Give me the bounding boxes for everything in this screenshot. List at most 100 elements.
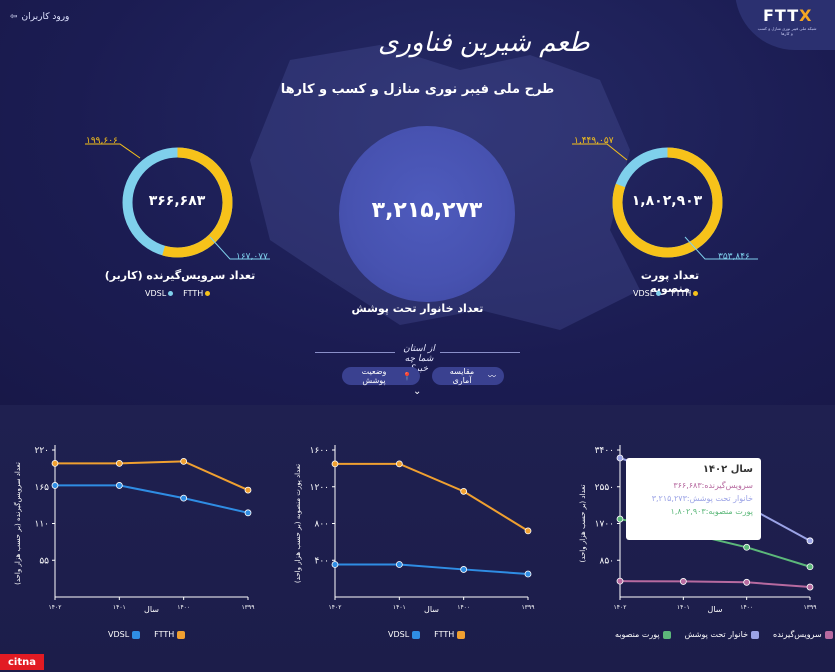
chart3-legend: سرویس‌گیرنده خانوار تحت پوشش پورت منصوبه: [615, 630, 833, 639]
chart2-x-tick-label: ۱۴۰۲: [329, 604, 342, 611]
subscribers-total: ۳۶۶,۶۸۳: [148, 193, 206, 209]
chart1-y-label: تعداد سرویس‌گیرنده (بر حسب هزار واحد): [13, 462, 22, 585]
chart2-y-tick-label: ۴۰۰: [314, 556, 329, 566]
coverage-status-button[interactable]: 📍 وضعیت پوشش: [342, 367, 420, 385]
chart1-series-line: [55, 484, 249, 514]
chart3-data-point: [743, 578, 751, 586]
chart3-data-point: [806, 537, 814, 545]
chart2-data-point: [524, 570, 532, 578]
chart1-legend-ftth[interactable]: FTTH: [154, 630, 186, 639]
chart3-data-point: [806, 563, 814, 571]
households-label: تعداد خانوار تحت پوشش: [351, 302, 484, 315]
citna-watermark: citna: [0, 654, 44, 670]
login-link[interactable]: ورود کاربران ⇦: [10, 12, 69, 22]
chart2-y-tick-label: ۸۰۰: [314, 520, 329, 530]
chart2-data-point: [524, 527, 532, 535]
chart2-y-tick-label: ۱۶۰۰: [310, 446, 329, 456]
tooltip-row-households: خانوار تحت پوشش:۳,۲۱۵,۲۷۳: [651, 494, 753, 503]
chart2-data-point: [395, 460, 403, 468]
subscribers-label: تعداد سرویس‌گیرنده (کاربر): [104, 269, 256, 282]
compare-stats-button[interactable]: 〰 مقایسه آماری: [432, 367, 504, 385]
tooltip-row-subscribers: سرویس‌گیرنده:۳۶۶,۶۸۳: [673, 481, 753, 490]
chart-tooltip: سال ۱۴۰۲ سرویس‌گیرنده:۳۶۶,۶۸۳ خانوار تحت…: [626, 458, 761, 540]
chart1-data-point: [180, 494, 188, 502]
ports-total: ۱,۸۰۲,۹۰۳: [631, 193, 703, 209]
households-circle: [339, 126, 515, 302]
legend-vdsl: VDSL: [145, 289, 174, 298]
chart2-data-point: [460, 487, 468, 495]
chart2-x-tick-label: ۱۴۰۰: [457, 604, 470, 611]
chart3-x-tick-label: ۱۴۰۱: [677, 604, 690, 611]
compare-label: مقایسه آماری: [449, 367, 475, 385]
chart2-legend-ftth[interactable]: FTTH: [434, 630, 466, 639]
chart1-y-tick-label: ۱۶۵: [34, 483, 49, 493]
chart3-x-label: سال: [708, 605, 723, 614]
chart3-y-tick-label: ۲۵۵۰: [595, 483, 614, 493]
chart1-data-point: [244, 509, 252, 517]
ports-legend: VDSL FTTH: [633, 289, 699, 298]
subscribers-vdsl-value: ۱۶۷,۰۷۷: [236, 252, 268, 262]
chart1-legend: FTTH VDSL: [108, 630, 186, 639]
chart3-legend-households[interactable]: خانوار تحت پوشش: [685, 630, 760, 639]
chart1-data-point: [51, 459, 59, 467]
chart3-legend-subscribers[interactable]: سرویس‌گیرنده: [773, 630, 833, 639]
chart2-x-tick-label: ۱۴۰۱: [393, 604, 406, 611]
subscribers-leader-lines: [85, 143, 141, 159]
chart1-data-point: [244, 486, 252, 494]
chart3-x-tick-label: ۱۴۰۲: [614, 604, 627, 611]
divider-left: [315, 352, 395, 353]
chart1-x-label: سال: [144, 605, 159, 614]
chart1-y-tick-label: ۲۲۰: [34, 446, 49, 456]
province-title: از استان شما چه خبر؟: [403, 344, 435, 374]
tooltip-title: سال ۱۴۰۲: [702, 464, 753, 475]
ports-vdsl-value: ۳۵۳,۸۴۶: [718, 252, 750, 262]
login-icon: ⇦: [10, 12, 18, 22]
chart2-y-tick-label: ۱۲۰۰: [310, 483, 329, 493]
chart3-y-tick-label: ۱۷۰۰: [595, 520, 614, 530]
chevron-down-icon[interactable]: ⌄: [413, 386, 422, 397]
fttx-logo-sub: شبکه ملی فیبر نوری منازل و کسب و کارها: [757, 26, 817, 36]
chart3-series-line: [619, 580, 811, 589]
charts-svg: ۵۵ ۱۱۰ ۱۶۵ ۲۲۰ ۱۴۰۲ ۱۴۰۱ ۱۴۰۰ ۱۳۹۹ سال تعداد سروی…: [13, 445, 816, 614]
chart2-legend-vdsl[interactable]: VDSL: [388, 630, 421, 639]
tooltip-row-ports: پورت منصوبه:۱,۸۰۲,۹۰۳: [670, 507, 753, 516]
chart2-x-label: سال: [424, 605, 439, 614]
chart2-data-point: [460, 566, 468, 573]
subscribers-legend: VDSL FTTH: [145, 289, 211, 298]
chart3-y-tick-label: ۸۵۰: [599, 556, 614, 566]
legend-ftth: FTTH: [183, 289, 211, 298]
fttx-logo-text: FTTX: [763, 6, 813, 25]
legend-ftth: FTTH: [671, 289, 699, 298]
subscribers-ring: [122, 147, 233, 258]
chart3-data-point: [806, 583, 814, 591]
chart1-data-point: [51, 482, 59, 489]
chart2-legend: FTTH VDSL: [388, 630, 466, 639]
chart1-x-tick-label: ۱۴۰۲: [49, 604, 62, 611]
login-label: ورود کاربران: [21, 12, 70, 22]
chart2-data-point: [331, 460, 339, 468]
chart1-legend-vdsl[interactable]: VDSL: [108, 630, 141, 639]
chart1-x-tick-label: ۱۳۹۹: [242, 604, 255, 611]
chart1-y-tick-label: ۵۵: [39, 556, 49, 566]
ports-ring: [612, 147, 723, 258]
chart3-x-tick-label: ۱۴۰۰: [740, 604, 753, 611]
chart2-series-line: [335, 462, 529, 532]
compare-icon: 〰: [488, 371, 496, 381]
chart2-y-label: تعداد پورت منصوبه (بر حسب هزار واحد): [294, 464, 302, 583]
chart3-data-point: [616, 454, 624, 462]
chart2-series-line: [335, 563, 529, 576]
legend-vdsl: VDSL: [633, 289, 662, 298]
chart1-data-point: [115, 482, 123, 489]
subscribers-vdsl-leader: [209, 236, 270, 260]
chart1-series-line: [55, 460, 249, 492]
chart2-x-tick-label: ۱۳۹۹: [522, 604, 535, 611]
coverage-label: وضعیت پوشش: [361, 367, 387, 385]
chart1-x-tick-label: ۱۴۰۰: [177, 604, 190, 611]
divider-right: [440, 352, 520, 353]
chart3-y-label: تعداد (بر حسب هزار واحد): [579, 485, 587, 563]
subscribers-ftth-value: ۱۹۹,۶۰۶: [86, 136, 118, 146]
chart1-data-point: [115, 459, 123, 467]
chart3-data-point: [616, 515, 624, 523]
chart3-legend-ports[interactable]: پورت منصوبه: [615, 630, 671, 639]
chart3-data-point: [679, 578, 687, 585]
